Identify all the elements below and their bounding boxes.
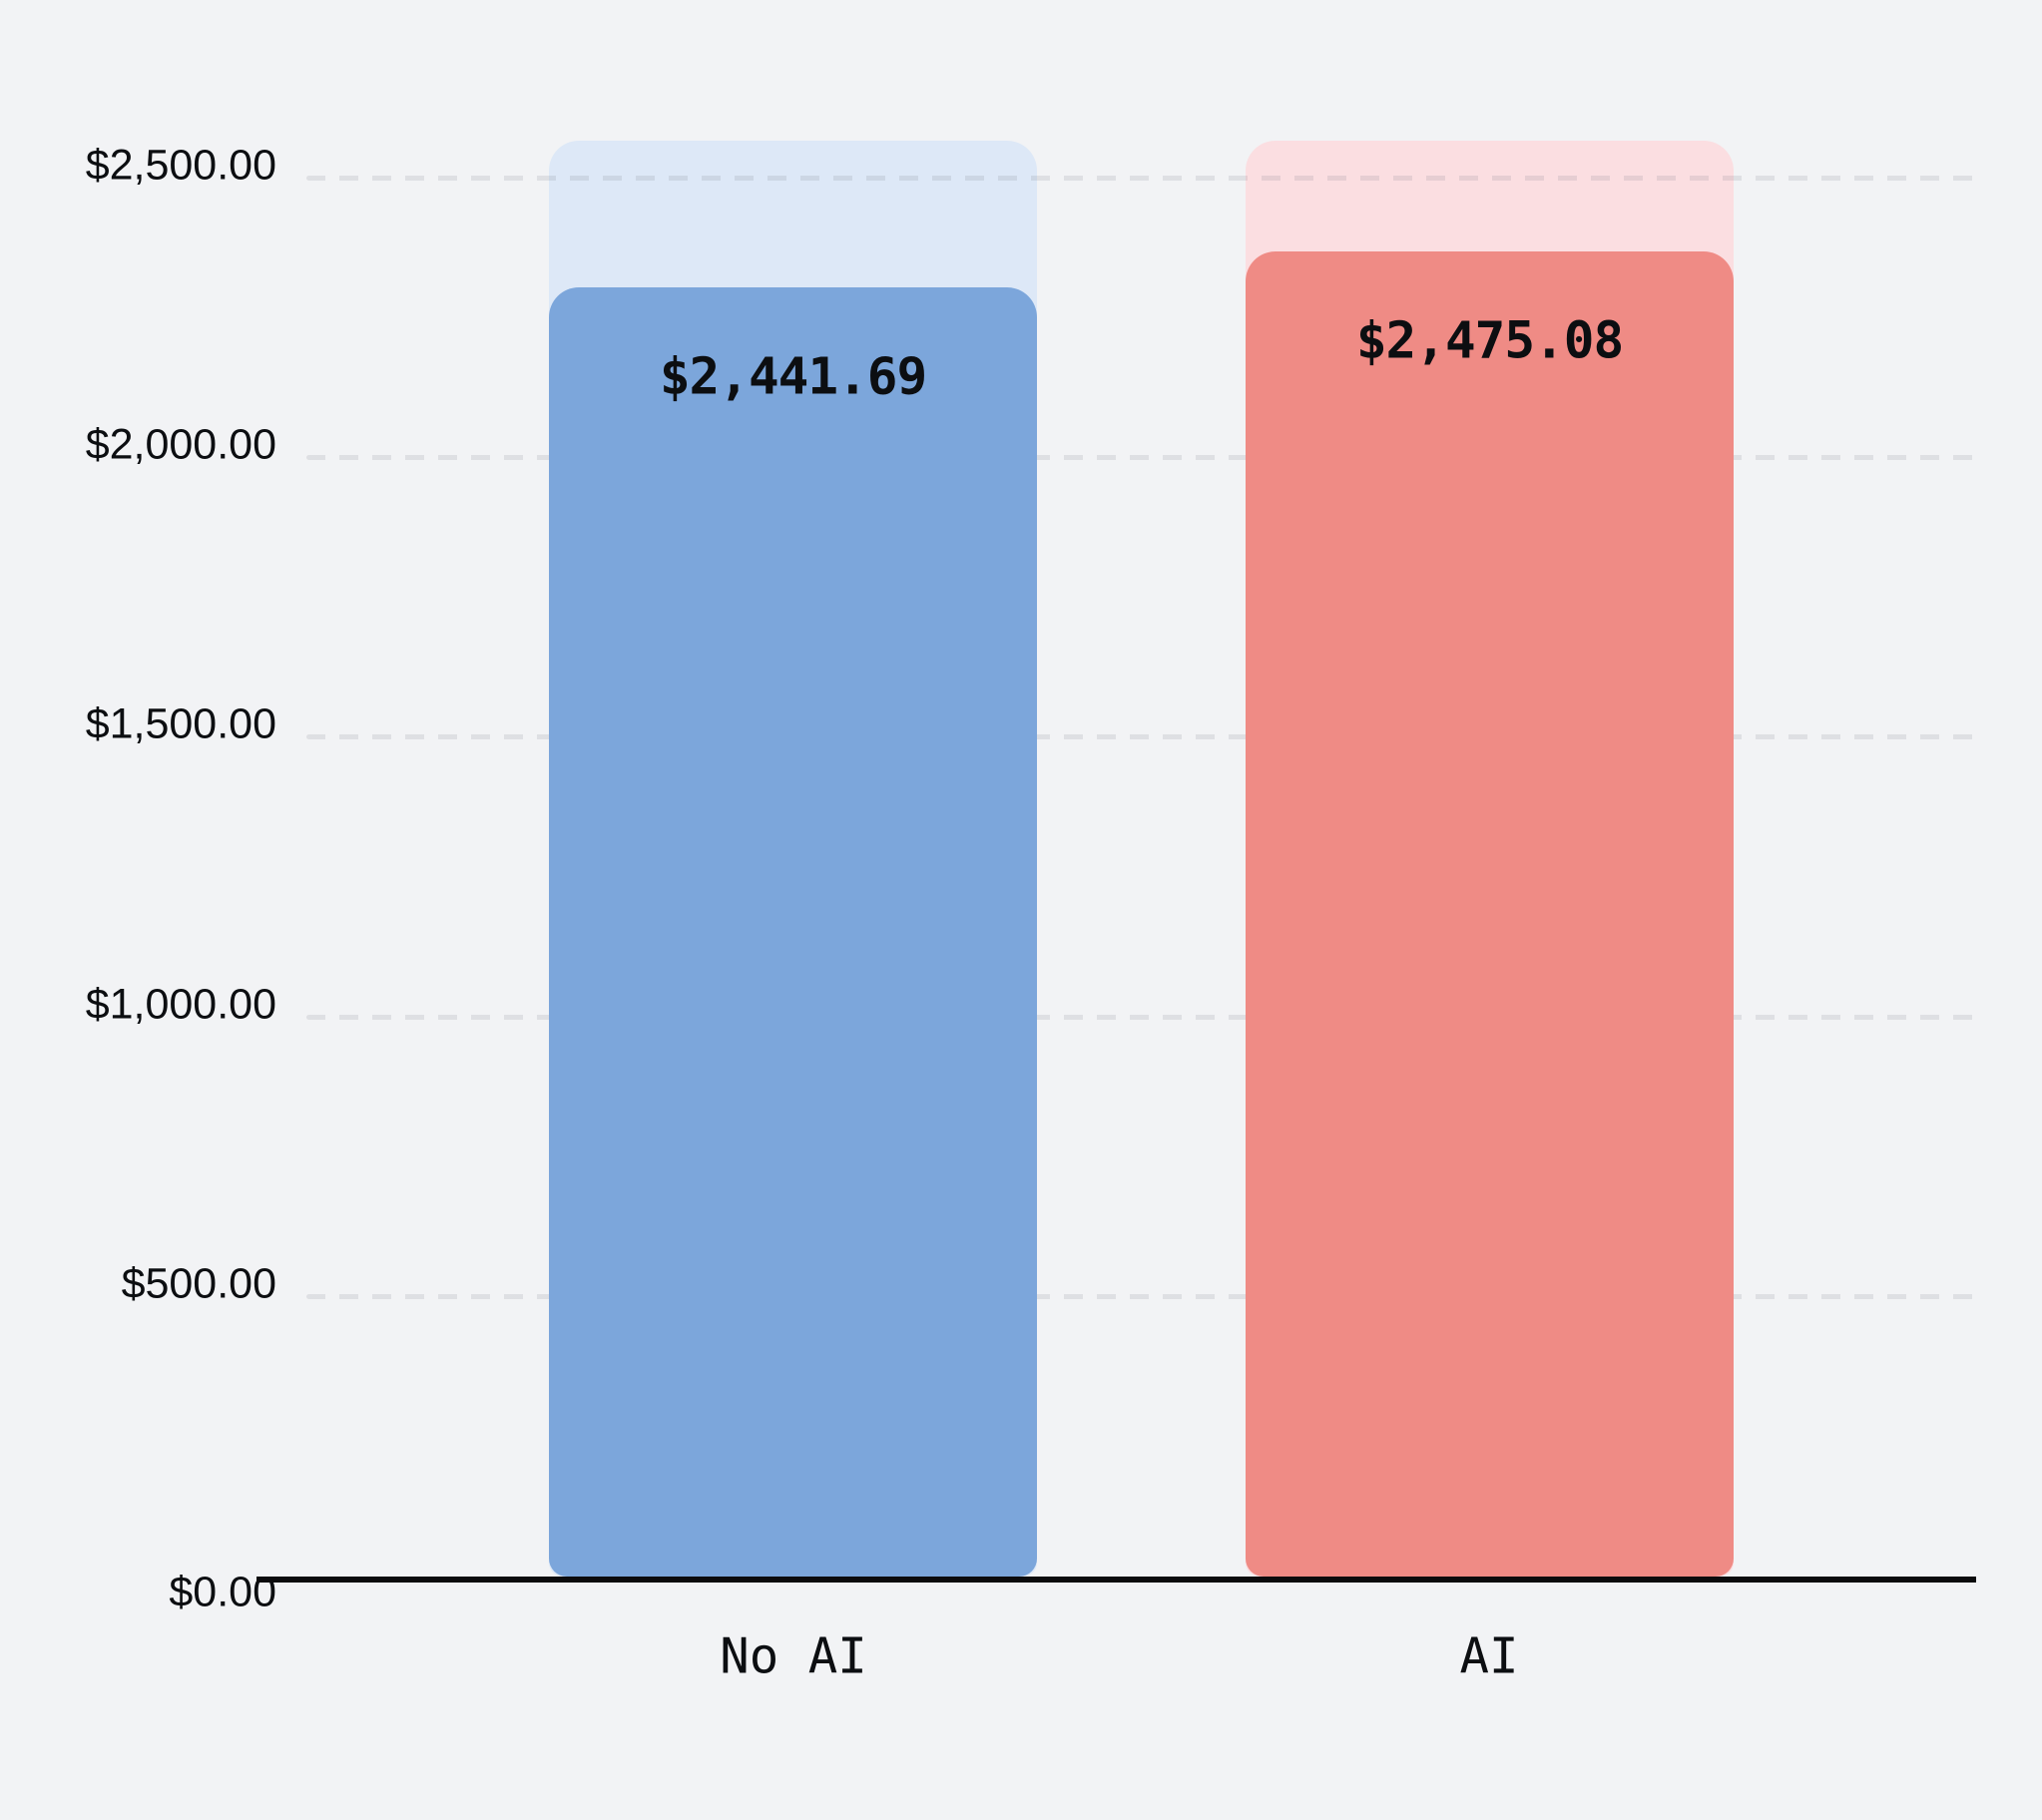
no-ai-bar: $2,441.69 — [549, 287, 1037, 1577]
y-tick-500: $500.00 — [121, 1259, 276, 1308]
gridline-1500 — [306, 734, 1976, 740]
gridline-2000 — [306, 455, 1976, 461]
plot-area: $2,441.69 $2,475.08 — [256, 141, 1976, 1577]
y-tick-0: $0.00 — [169, 1568, 276, 1616]
y-tick-1000: $1,000.00 — [85, 980, 276, 1029]
y-tick-2500: $2,500.00 — [85, 141, 276, 190]
x-axis-line — [256, 1577, 1976, 1583]
category-label-ai: AI — [1459, 1627, 1519, 1685]
ai-bar: $2,475.08 — [1246, 250, 1734, 1577]
y-tick-2000: $2,000.00 — [85, 420, 276, 469]
gridline-1000 — [306, 1014, 1976, 1020]
y-tick-1500: $1,500.00 — [85, 699, 276, 748]
no-ai-value-label: $2,441.69 — [659, 347, 927, 407]
gridline-500 — [306, 1293, 1976, 1299]
ai-value-label: $2,475.08 — [1355, 311, 1624, 371]
gridline-2500 — [306, 176, 1976, 182]
category-label-no-ai: No AI — [720, 1627, 867, 1685]
